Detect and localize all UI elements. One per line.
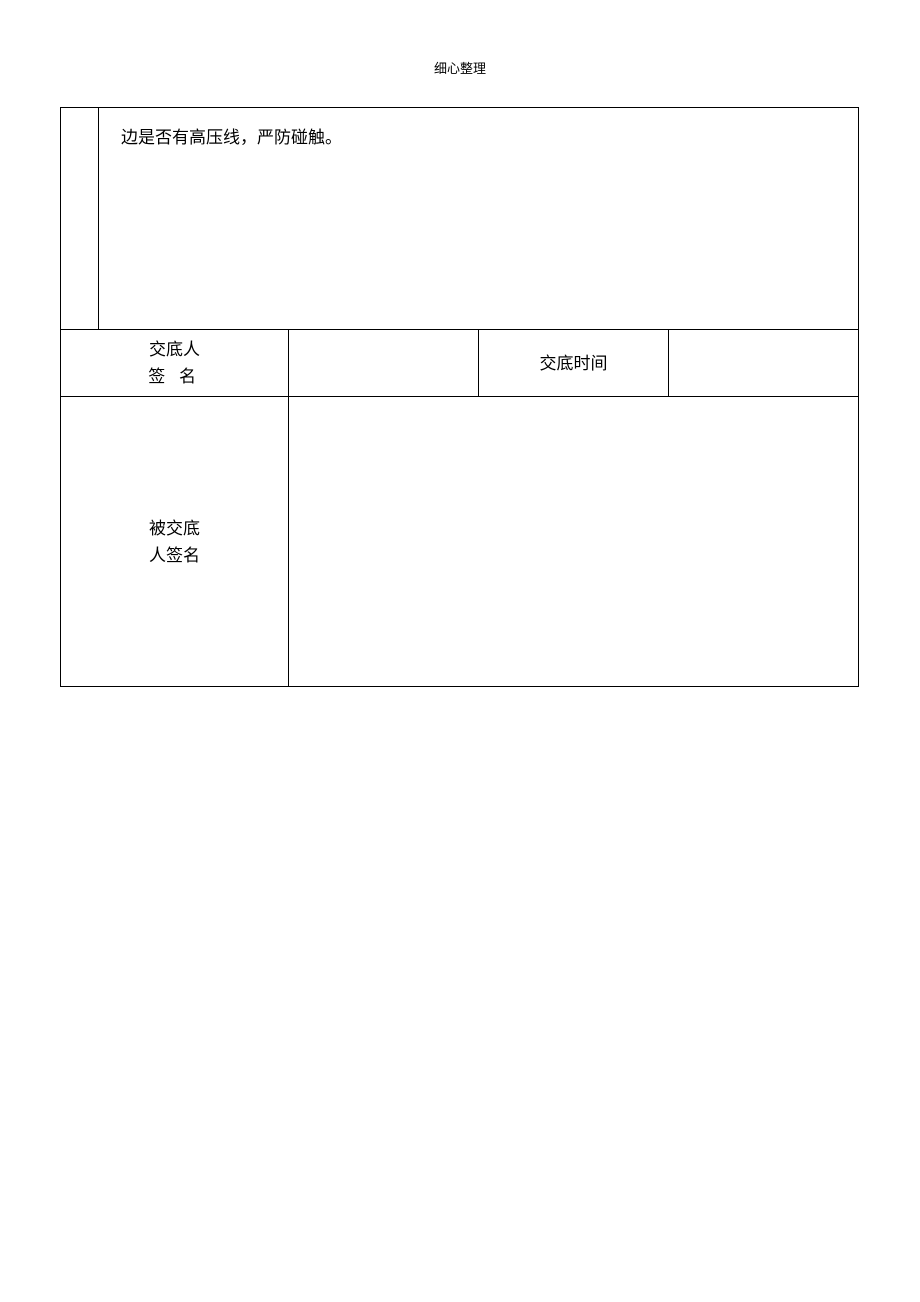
receiver-label-line1: 被交底: [149, 519, 200, 538]
disclosure-time-value: [669, 330, 859, 397]
disclosure-table: 边是否有高压线，严防碰触。 交底人 签 名 交底时间 被交底 人签名: [60, 107, 859, 687]
signer-row: 交底人 签 名 交底时间: [61, 330, 859, 397]
receiver-label-line2: 人签名: [149, 546, 200, 565]
content-row: 边是否有高压线，严防碰触。: [61, 108, 859, 330]
content-text-cell: 边是否有高压线，严防碰触。: [99, 108, 859, 330]
signer-label-line2: 签 名: [148, 367, 201, 386]
receiver-label-cell: 被交底 人签名: [61, 397, 289, 687]
page-header-title: 细心整理: [0, 0, 920, 107]
content-text: 边是否有高压线，严防碰触。: [121, 128, 342, 147]
receiver-value-cell: [289, 397, 859, 687]
signer-label-cell: 交底人 签 名: [61, 330, 289, 397]
signer-label-line1: 交底人: [149, 340, 200, 359]
receiver-row: 被交底 人签名: [61, 397, 859, 687]
content-left-margin-cell: [61, 108, 99, 330]
disclosure-time-label: 交底时间: [479, 330, 669, 397]
signer-name-value: [289, 330, 479, 397]
